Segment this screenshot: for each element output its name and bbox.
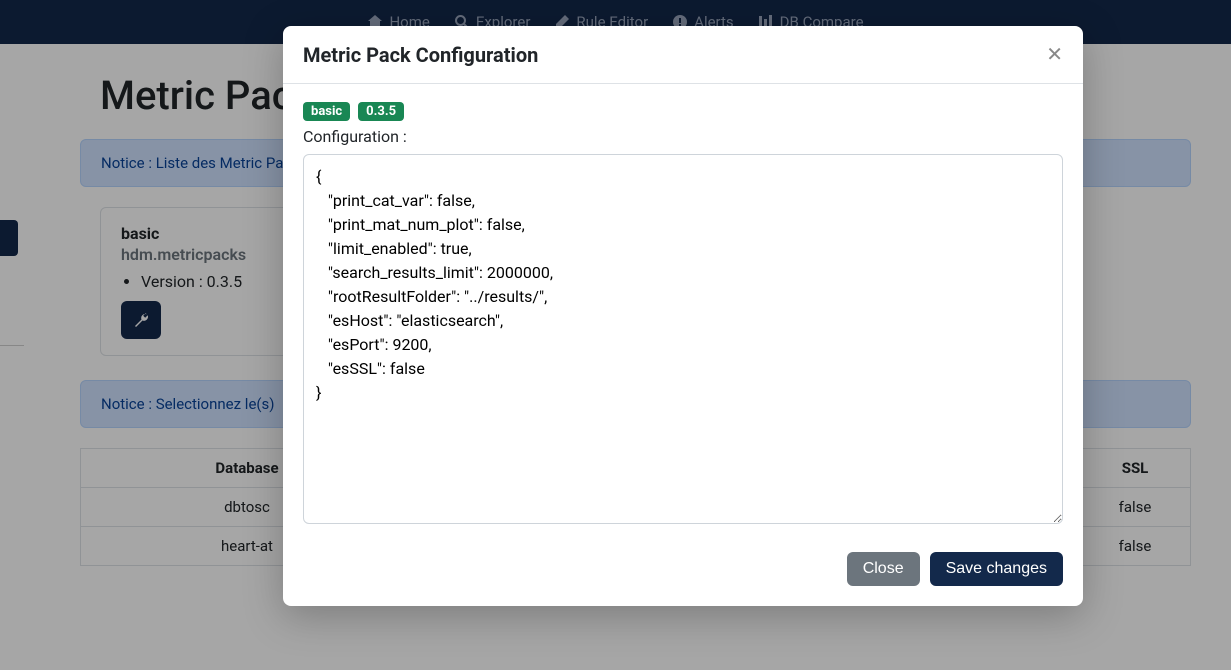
badge-version: 0.3.5 [358,102,404,121]
modal-footer: Close Save changes [283,536,1083,606]
badge-name: basic [303,102,350,121]
config-textarea[interactable] [303,154,1063,524]
modal-body: basic 0.3.5 Configuration : [283,84,1083,536]
close-icon: ✕ [1046,44,1063,66]
config-label: Configuration : [303,127,1063,146]
save-button[interactable]: Save changes [930,552,1063,586]
modal-title: Metric Pack Configuration [303,43,538,67]
modal-header: Metric Pack Configuration ✕ [283,26,1083,84]
modal-close-button[interactable]: ✕ [1046,42,1063,67]
config-modal: Metric Pack Configuration ✕ basic 0.3.5 … [283,26,1083,606]
close-button[interactable]: Close [847,552,920,586]
